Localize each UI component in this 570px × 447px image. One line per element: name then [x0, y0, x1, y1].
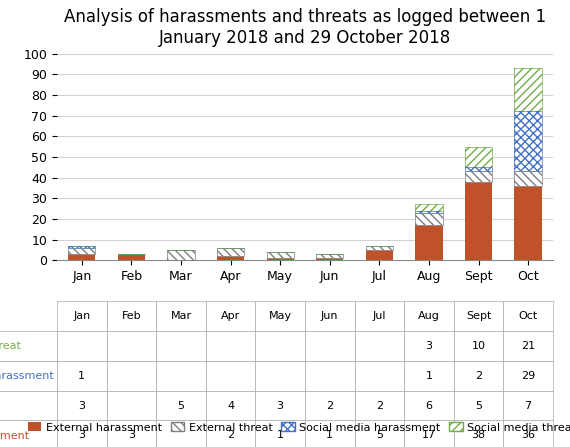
Bar: [416, 204, 442, 211]
Bar: [68, 248, 95, 254]
Bar: [465, 171, 492, 181]
Bar: [217, 248, 244, 256]
Bar: [267, 258, 294, 260]
Bar: [465, 167, 492, 171]
Bar: [366, 246, 393, 250]
Bar: [416, 211, 442, 213]
Bar: [465, 147, 492, 167]
Bar: [316, 258, 343, 260]
Bar: [416, 204, 442, 211]
Bar: [267, 252, 294, 258]
Bar: [68, 248, 95, 254]
Bar: [416, 225, 442, 260]
Bar: [118, 254, 145, 260]
Bar: [416, 213, 442, 225]
Bar: [316, 254, 343, 258]
Legend: External harassment, External threat, Social media harassment, Social media thre: External harassment, External threat, So…: [23, 417, 570, 437]
Bar: [217, 256, 244, 260]
Title: Analysis of harassments and threats as logged between 1
January 2018 and 29 Octo: Analysis of harassments and threats as l…: [64, 8, 546, 46]
Bar: [515, 171, 542, 186]
Bar: [316, 254, 343, 258]
Bar: [515, 68, 542, 111]
Bar: [366, 246, 393, 250]
Bar: [267, 252, 294, 258]
Bar: [465, 147, 492, 167]
Bar: [366, 250, 393, 260]
Bar: [68, 246, 95, 248]
Bar: [416, 213, 442, 225]
Bar: [465, 171, 492, 181]
Bar: [465, 167, 492, 171]
Bar: [168, 250, 194, 260]
Bar: [515, 171, 542, 186]
Bar: [217, 248, 244, 256]
Bar: [68, 254, 95, 260]
Bar: [515, 68, 542, 111]
Bar: [416, 211, 442, 213]
Bar: [515, 186, 542, 260]
Bar: [68, 246, 95, 248]
Bar: [515, 111, 542, 171]
Bar: [515, 111, 542, 171]
Bar: [465, 181, 492, 260]
Bar: [168, 250, 194, 260]
